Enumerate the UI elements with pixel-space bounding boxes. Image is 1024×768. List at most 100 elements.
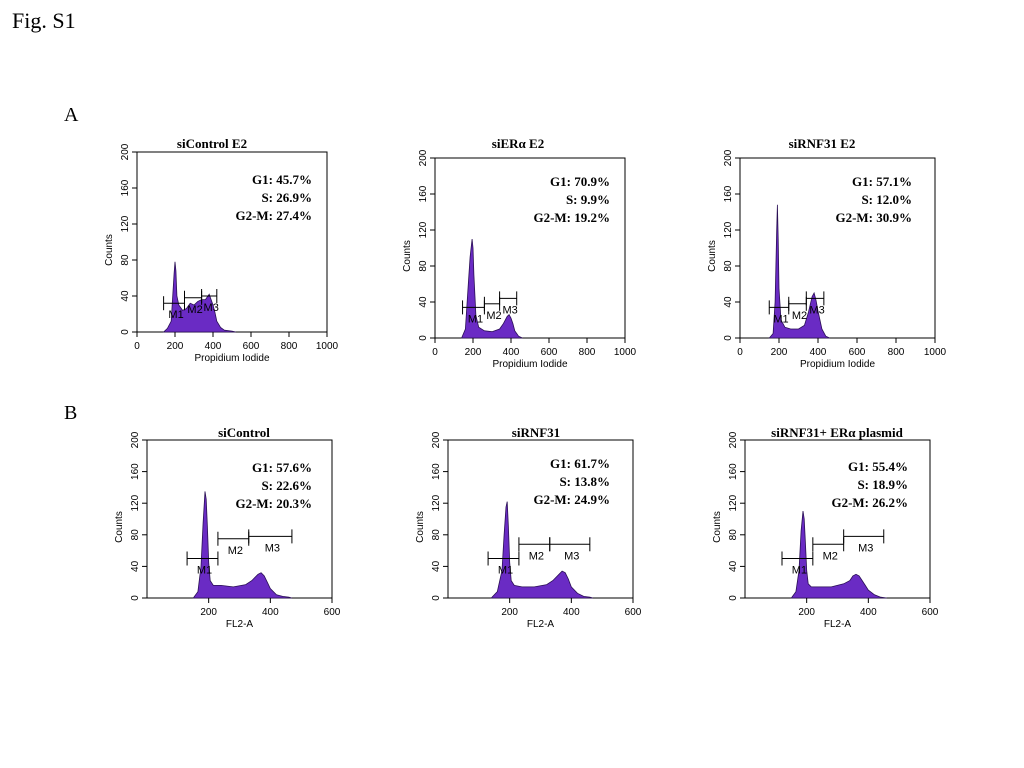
x-tick-label: 1000 (614, 347, 637, 358)
cell-cycle-stat: S: 9.9% (566, 192, 610, 207)
y-axis-label: Counts (707, 240, 718, 272)
x-tick-label: 400 (262, 607, 279, 618)
x-axis-label: FL2-A (226, 619, 254, 630)
y-tick-label: 120 (723, 221, 734, 238)
y-axis-label: Counts (712, 511, 723, 543)
gate-marker-label: M3 (564, 550, 579, 562)
y-tick-label: 80 (723, 260, 734, 272)
x-axis-label: Propidium Iodide (194, 353, 269, 364)
histogram-area (790, 511, 887, 599)
x-tick-label: 800 (888, 347, 905, 358)
x-tick-label: 600 (849, 347, 866, 358)
y-tick-label: 40 (431, 560, 442, 572)
cell-cycle-stat: G1: 57.1% (852, 174, 912, 189)
cell-cycle-stat: S: 18.9% (857, 477, 908, 492)
gate-marker-label: M1 (792, 565, 807, 577)
x-axis-label: FL2-A (824, 619, 852, 630)
gate-marker-label: M3 (858, 542, 873, 554)
histogram-area (192, 491, 292, 599)
histogram-area (162, 261, 236, 333)
x-tick-label: 600 (243, 341, 260, 352)
gate-marker-label: M2 (792, 310, 807, 322)
histogram-area (768, 204, 830, 339)
x-tick-label: 200 (167, 341, 184, 352)
y-tick-label: 160 (120, 179, 131, 196)
y-tick-label: 40 (418, 296, 429, 308)
plot-frame (434, 157, 626, 339)
y-tick-label: 40 (723, 296, 734, 308)
gate-marker-label: M3 (503, 304, 518, 316)
cell-cycle-stat: G1: 61.7% (550, 456, 610, 471)
cell-cycle-stat: G2-M: 24.9% (533, 492, 610, 507)
gate-marker-label: M1 (197, 565, 212, 577)
x-tick-label: 600 (324, 607, 341, 618)
gate-marker-label: M3 (204, 302, 219, 314)
x-tick-label: 0 (737, 347, 743, 358)
cell-cycle-stat: G2-M: 27.4% (235, 208, 312, 223)
gate-marker-label: M1 (468, 313, 483, 325)
y-tick-label: 200 (130, 431, 141, 448)
y-axis-label: Counts (114, 511, 125, 543)
y-tick-label: 200 (728, 431, 739, 448)
x-tick-label: 800 (579, 347, 596, 358)
x-tick-label: 200 (465, 347, 482, 358)
y-tick-label: 80 (728, 529, 739, 541)
y-tick-label: 200 (723, 149, 734, 166)
chart-title: siControl E2 (177, 136, 247, 151)
gate-marker-label: M1 (773, 313, 788, 325)
gate-marker-label: M2 (187, 304, 202, 316)
gate-marker-label: M3 (265, 542, 280, 554)
y-tick-label: 0 (130, 595, 141, 601)
x-tick-label: 1000 (924, 347, 947, 358)
y-tick-label: 40 (728, 560, 739, 572)
y-tick-label: 200 (431, 431, 442, 448)
x-axis-label: Propidium Iodide (492, 359, 567, 370)
cell-cycle-stat: G1: 57.6% (252, 460, 312, 475)
y-tick-label: 0 (120, 329, 131, 335)
y-tick-label: 40 (120, 290, 131, 302)
gate-marker-label: M1 (498, 565, 513, 577)
x-tick-label: 600 (922, 607, 939, 618)
cell-cycle-stat: S: 13.8% (559, 474, 610, 489)
panel-label-a: A (64, 104, 79, 126)
y-tick-label: 160 (431, 463, 442, 480)
x-tick-label: 400 (810, 347, 827, 358)
x-tick-label: 200 (771, 347, 788, 358)
y-tick-label: 0 (418, 335, 429, 341)
x-tick-label: 800 (281, 341, 298, 352)
cell-cycle-stat: G2-M: 30.9% (835, 210, 912, 225)
gate-marker-label: M2 (486, 310, 501, 322)
y-tick-label: 80 (120, 254, 131, 266)
y-axis-label: Counts (104, 234, 115, 266)
y-tick-label: 0 (723, 335, 734, 341)
cell-cycle-stat: G2-M: 19.2% (533, 210, 610, 225)
x-tick-label: 400 (205, 341, 222, 352)
y-axis-label: Counts (415, 511, 426, 543)
x-tick-label: 400 (860, 607, 877, 618)
x-tick-label: 400 (563, 607, 580, 618)
y-tick-label: 0 (728, 595, 739, 601)
cell-cycle-stat: G1: 45.7% (252, 172, 312, 187)
cell-cycle-stat: S: 22.6% (261, 478, 312, 493)
y-tick-label: 0 (431, 595, 442, 601)
cell-cycle-stat: S: 12.0% (861, 192, 912, 207)
panel-label-b: B (64, 402, 78, 424)
y-tick-label: 160 (723, 185, 734, 202)
y-tick-label: 120 (728, 494, 739, 511)
gate-marker-label: M2 (529, 550, 544, 562)
cell-cycle-stat: G1: 55.4% (848, 459, 908, 474)
y-axis-label: Counts (402, 240, 413, 272)
gate-marker-label: M2 (228, 545, 243, 557)
cell-cycle-stat: G2-M: 26.2% (831, 495, 908, 510)
x-tick-label: 600 (625, 607, 642, 618)
chart-title: siERα E2 (492, 136, 544, 151)
cell-cycle-stat: G2-M: 20.3% (235, 496, 312, 511)
y-tick-label: 200 (120, 143, 131, 160)
y-tick-label: 160 (418, 185, 429, 202)
histogram-area (460, 238, 523, 339)
gate-marker-label: M3 (809, 304, 824, 316)
y-tick-label: 120 (120, 215, 131, 232)
y-tick-label: 160 (728, 463, 739, 480)
plot-frame (739, 157, 936, 339)
